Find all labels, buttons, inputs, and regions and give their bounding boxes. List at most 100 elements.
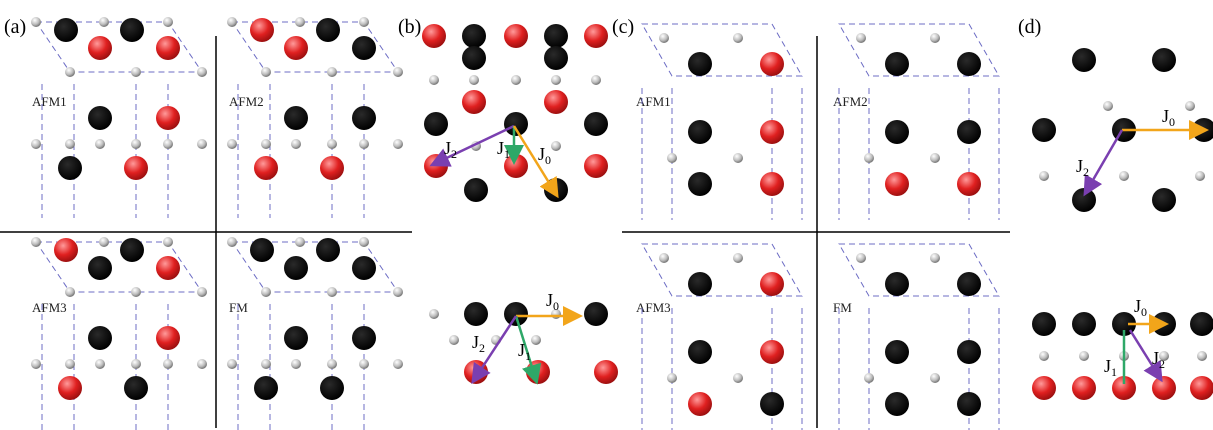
- metal-atom: [156, 326, 180, 350]
- metal-atom: [58, 376, 82, 400]
- structure-c-afm2: [838, 23, 1000, 220]
- metal-atom: [1032, 118, 1056, 142]
- anion-atom: [511, 75, 521, 85]
- panel-a-structures: [31, 17, 403, 430]
- metal-atom: [504, 24, 528, 48]
- config-label-c-fm: FM: [833, 300, 852, 315]
- metal-atom: [885, 172, 909, 196]
- j0-label-b-top: J0: [538, 144, 551, 167]
- j2-arrow-b-bottom: [471, 315, 518, 385]
- metal-atom: [1072, 188, 1096, 212]
- unit-cell-outline: [838, 243, 1000, 297]
- metal-atom: [688, 340, 712, 364]
- anion-atom: [733, 373, 743, 383]
- metal-atom: [688, 272, 712, 296]
- anion-atom: [1079, 351, 1089, 361]
- anion-atom: [733, 153, 743, 163]
- metal-atom: [464, 178, 488, 202]
- metal-atom: [1072, 48, 1096, 72]
- anion-atom: [327, 139, 337, 149]
- anion-atom: [65, 67, 75, 77]
- metal-atom: [352, 326, 376, 350]
- metal-atom: [316, 18, 340, 42]
- anion-atom: [327, 287, 337, 297]
- anion-atom: [227, 17, 237, 27]
- metal-atom: [254, 156, 278, 180]
- metal-atom: [284, 106, 308, 130]
- anion-atom: [930, 253, 940, 263]
- anion-atom: [131, 67, 141, 77]
- metal-atom: [1152, 48, 1176, 72]
- structure-c-fm: [838, 243, 1000, 430]
- anion-atom: [359, 359, 369, 369]
- metal-atom: [957, 120, 981, 144]
- anion-atom: [591, 75, 601, 85]
- j1-label-b-bottom: J1: [518, 340, 531, 363]
- panel-d-structures: [1032, 48, 1213, 400]
- metal-atom: [885, 392, 909, 416]
- metal-atom: [688, 392, 712, 416]
- metal-atom: [352, 256, 376, 280]
- anion-atom: [864, 373, 874, 383]
- anion-atom: [1039, 351, 1049, 361]
- anion-atom: [31, 139, 41, 149]
- metal-atom: [760, 120, 784, 144]
- metal-atom: [544, 24, 568, 48]
- metal-atom: [688, 172, 712, 196]
- metal-atom: [504, 302, 528, 326]
- metal-atom: [250, 18, 274, 42]
- anion-atom: [163, 139, 173, 149]
- metal-atom: [760, 52, 784, 76]
- config-label-a-afm2: AFM2: [229, 94, 264, 109]
- anion-atom: [99, 237, 109, 247]
- j2-arrow-b-top: [429, 124, 515, 167]
- metal-atom: [584, 112, 608, 136]
- anion-atom: [95, 139, 105, 149]
- metal-atom: [1152, 376, 1176, 400]
- config-label-c-afm1: AFM1: [636, 94, 671, 109]
- config-label-c-afm2: AFM2: [833, 94, 868, 109]
- anion-atom: [930, 33, 940, 43]
- metal-atom: [120, 238, 144, 262]
- metal-atom: [284, 326, 308, 350]
- metal-atom: [1112, 376, 1136, 400]
- metal-atom: [88, 106, 112, 130]
- metal-atom: [957, 172, 981, 196]
- anion-atom: [659, 33, 669, 43]
- j1-label-b-top: J1: [497, 138, 510, 161]
- config-label-a-afm3: AFM3: [32, 300, 67, 315]
- panel-c-structures: [641, 23, 1000, 430]
- metal-atom: [885, 340, 909, 364]
- j0-label-b-bottom: J0: [546, 290, 559, 313]
- metal-atom: [957, 52, 981, 76]
- anion-atom: [667, 373, 677, 383]
- metal-atom: [424, 112, 448, 136]
- metal-atom: [88, 256, 112, 280]
- anion-atom: [393, 287, 403, 297]
- panel-label-d: (d): [1018, 16, 1041, 38]
- metal-atom: [1072, 312, 1096, 336]
- structure-a-fm: [227, 237, 403, 430]
- anion-atom: [667, 153, 677, 163]
- j2-arrow-d-top: [1083, 129, 1124, 197]
- metal-atom: [124, 156, 148, 180]
- structure-c-afm3: [641, 243, 803, 430]
- metal-atom: [760, 392, 784, 416]
- anion-atom: [359, 237, 369, 247]
- anion-atom: [429, 309, 439, 319]
- structure-c-afm1: [641, 23, 803, 220]
- j1-label-d-bottom: J1: [1104, 356, 1117, 379]
- metal-atom: [1072, 376, 1096, 400]
- metal-atom: [88, 36, 112, 60]
- metal-atom: [462, 90, 486, 114]
- j1-arrow-b-bottom: [514, 315, 542, 385]
- anion-atom: [327, 67, 337, 77]
- j2-arrow-d-bottom: [1128, 329, 1163, 383]
- config-label-a-afm1: AFM1: [32, 94, 67, 109]
- anion-atom: [733, 33, 743, 43]
- structure-a-afm2: [227, 17, 403, 218]
- metal-atom: [464, 302, 488, 326]
- metal-atom: [594, 360, 618, 384]
- anion-atom: [131, 139, 141, 149]
